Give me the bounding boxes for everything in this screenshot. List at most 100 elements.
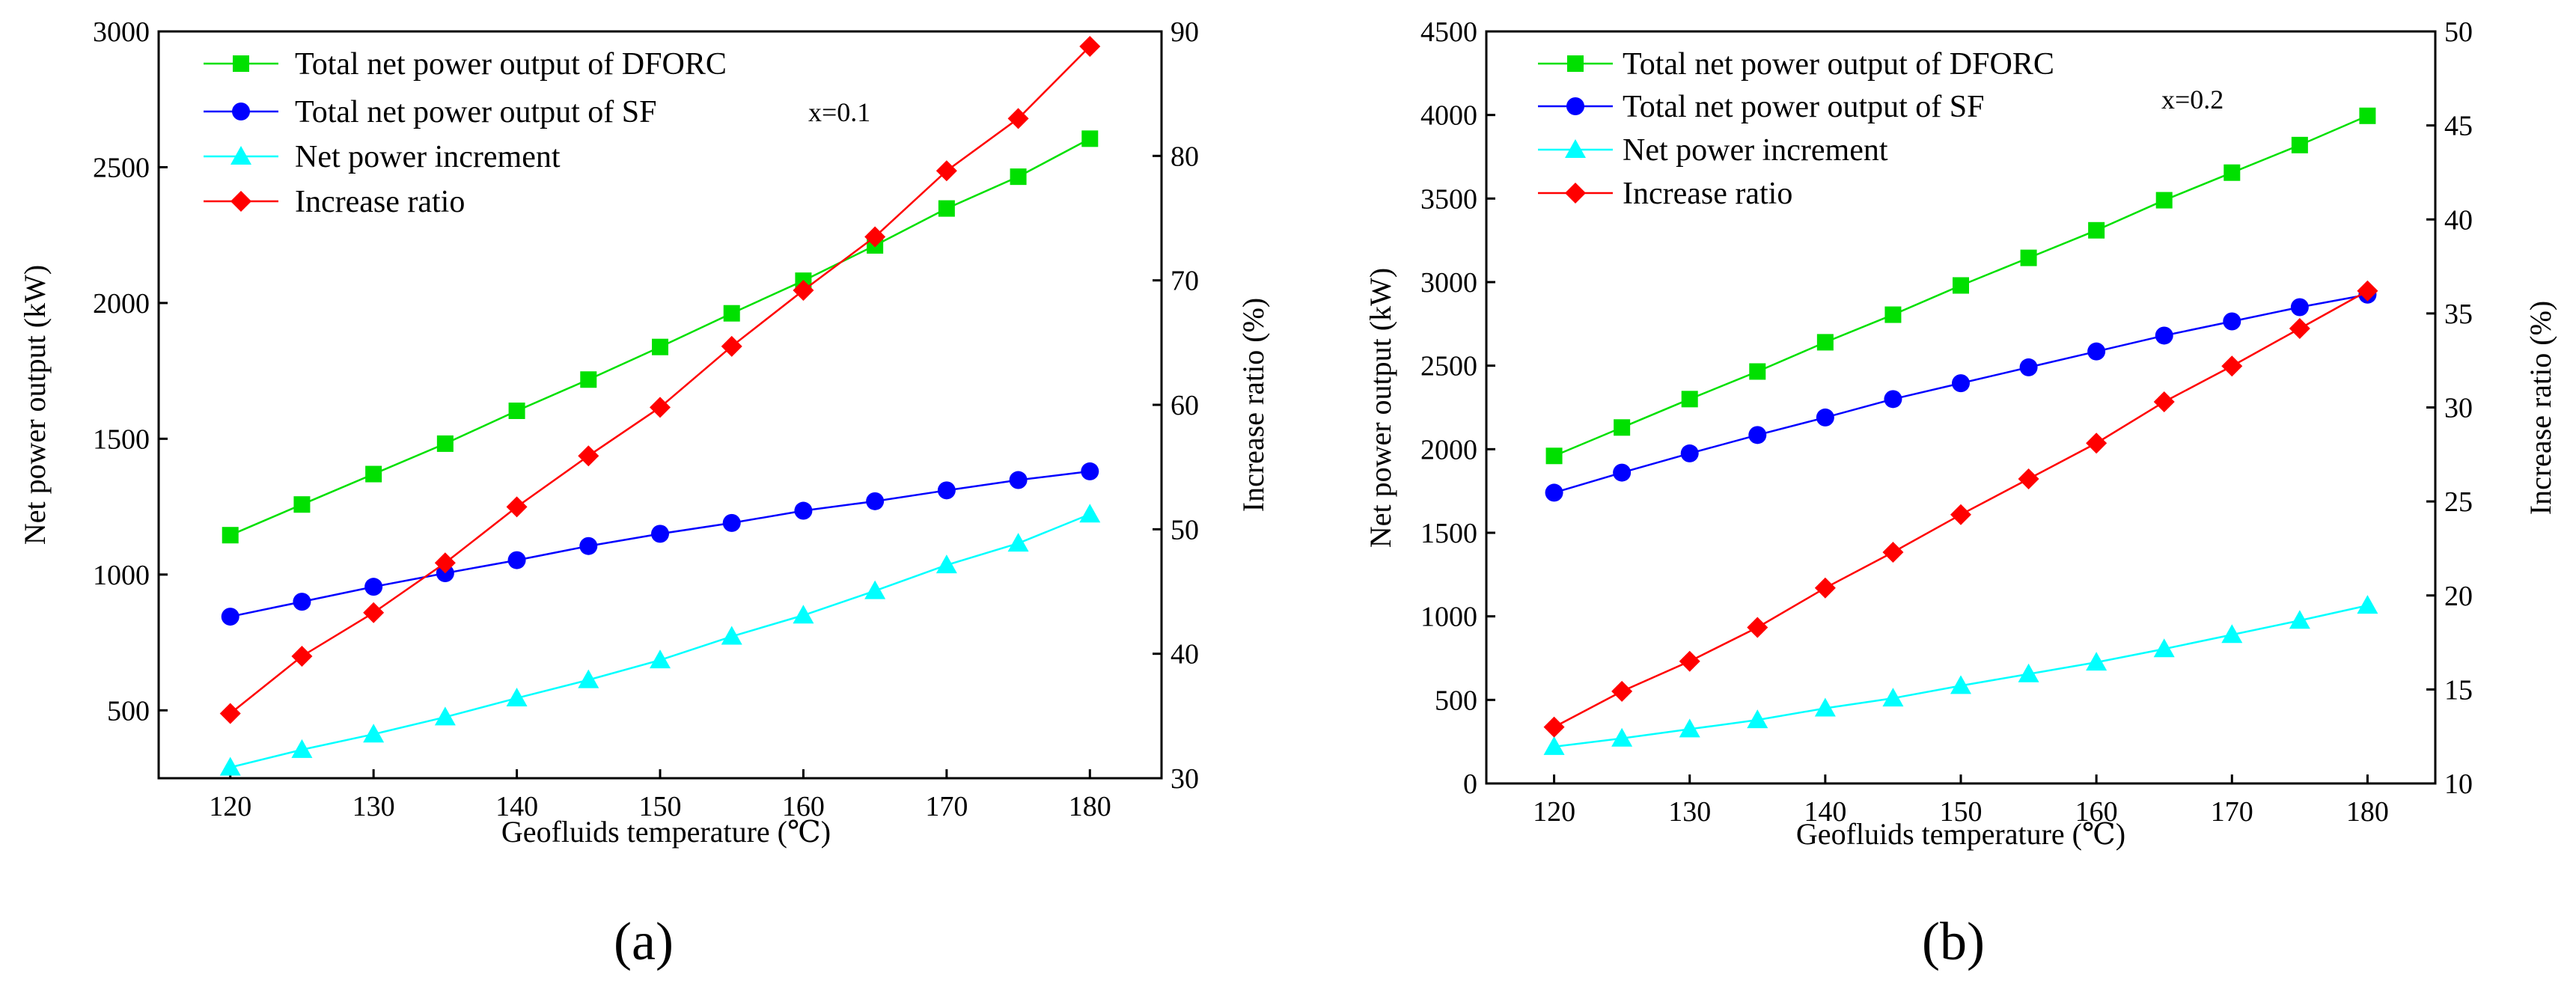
y-tick-label: 4500 [1420, 16, 1477, 48]
data-point [1611, 727, 1633, 747]
right-axis-ticks: 30 40 50 60 70 80 90 [1153, 16, 1199, 795]
data-point [1681, 391, 1698, 408]
data-point [1611, 680, 1633, 702]
data-point [2357, 280, 2378, 302]
data-point [2359, 107, 2376, 124]
legend-item-dforc: Total net power output of DFORC [1538, 47, 2054, 82]
data-point [222, 527, 239, 544]
y-right-tick-label: 10 [2444, 768, 2473, 800]
legend-label: Total net power output of DFORC [1623, 47, 2054, 82]
data-point [1882, 541, 1904, 563]
legend-item-increment: Net power increment [1538, 133, 1888, 168]
data-point [1079, 504, 1101, 523]
data-point [650, 650, 671, 669]
data-point [506, 687, 528, 706]
data-point [363, 724, 385, 743]
y-right-tick-label: 20 [2444, 581, 2473, 612]
data-point [2153, 391, 2175, 412]
legend: Total net power output of DFORC Total ne… [204, 47, 727, 219]
data-point [219, 703, 241, 724]
panel-label: (a) [614, 911, 674, 971]
x-tick-label: 170 [2211, 796, 2253, 828]
mass-fraction-annotation: x=0.2 [2161, 85, 2224, 114]
x-tick-label: 150 [639, 791, 682, 822]
data-point [2018, 468, 2039, 489]
x-axis-ticks: 120 130 140 150 160 170 180 [1533, 774, 2389, 828]
legend-label: Total net power output of SF [1623, 90, 1985, 124]
data-point [1009, 471, 1028, 489]
data-point [2221, 624, 2243, 644]
data-point [2087, 342, 2106, 361]
legend: Total net power output of DFORC Total ne… [1538, 47, 2054, 211]
data-point [436, 435, 454, 452]
data-point [2291, 136, 2308, 153]
data-point [936, 554, 957, 574]
data-point [866, 492, 885, 510]
data-point [1747, 709, 1768, 729]
data-point [1007, 533, 1029, 552]
y-tick-label: 2000 [1420, 434, 1477, 465]
square-marker-icon [233, 55, 249, 72]
y-right-axis-title: Increase ratio (%) [1236, 298, 1270, 512]
legend-item-sf: Total net power output of SF [1538, 90, 1985, 124]
data-point [938, 200, 955, 217]
legend-item-increment: Net power increment [204, 140, 561, 174]
series-increment [219, 504, 1101, 776]
data-point [365, 465, 382, 483]
panel-label: (b) [1922, 911, 1985, 971]
y-tick-label: 1000 [93, 560, 150, 591]
data-point [1884, 390, 1902, 409]
data-point [937, 481, 956, 500]
data-point [1613, 463, 1632, 482]
data-point [936, 160, 957, 182]
y-tick-label: 3500 [1420, 183, 1477, 215]
data-point [2153, 638, 2175, 658]
y-axis-title: Net power output (kW) [18, 265, 52, 545]
data-point [2289, 317, 2310, 339]
data-point [1545, 483, 1563, 502]
series-line [1554, 293, 2368, 494]
data-point [652, 338, 668, 355]
y-tick-label: 0 [1463, 768, 1477, 800]
series-sf [1545, 285, 2377, 502]
left-axis-ticks: 0 500 1000 1500 2000 2500 3000 3500 4000 4500 [1420, 16, 1495, 800]
data-point [1081, 462, 1099, 480]
data-point [293, 593, 311, 611]
legend-item-dforc: Total net power output of DFORC [204, 47, 727, 82]
data-point [1747, 617, 1768, 638]
y-right-tick-label: 60 [1171, 390, 1199, 421]
data-point [219, 757, 241, 776]
data-point [864, 226, 886, 248]
y-right-tick-label: 35 [2444, 299, 2473, 330]
data-point [2224, 164, 2241, 181]
data-point [723, 305, 740, 322]
data-point [2223, 312, 2241, 331]
data-point [1814, 697, 1836, 717]
legend-label: Increase ratio [295, 185, 465, 219]
data-point [2018, 663, 2039, 682]
data-point [293, 496, 311, 513]
legend-item-ratio: Increase ratio [1538, 177, 1792, 211]
data-point [1010, 168, 1027, 186]
data-point [1679, 718, 1700, 738]
data-point [1081, 130, 1099, 147]
data-point [434, 706, 456, 726]
x-tick-label: 150 [1940, 796, 1983, 828]
data-point [2086, 433, 2108, 454]
series-dforc [222, 130, 1099, 544]
data-point [580, 371, 597, 388]
y-right-tick-label: 45 [2444, 111, 2473, 142]
data-point [1814, 577, 1836, 599]
data-point [793, 279, 814, 301]
data-point [507, 551, 526, 569]
data-point [363, 602, 385, 623]
y-tick-label: 2000 [93, 288, 150, 320]
x-tick-label: 120 [1533, 796, 1575, 828]
data-point [1614, 419, 1631, 436]
y-right-tick-label: 50 [2444, 16, 2473, 48]
x-tick-label: 130 [1668, 796, 1711, 828]
y-tick-label: 500 [1435, 685, 1477, 716]
chart-panel-a: 500 1000 1500 2000 2500 3000 30 40 50 60 70 80 90 1… [18, 16, 1270, 971]
x-tick-label: 180 [1069, 791, 1111, 822]
legend-label: Net power increment [295, 140, 561, 174]
